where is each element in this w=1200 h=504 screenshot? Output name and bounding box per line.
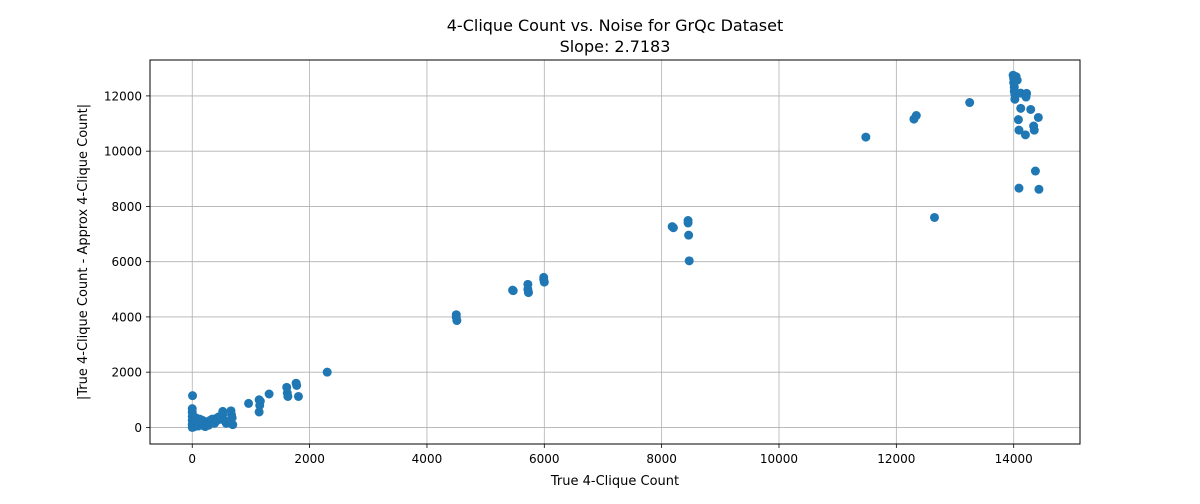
scatter-point <box>965 98 975 108</box>
x-tick-label: 14000 <box>995 452 1033 466</box>
scatter-point <box>911 111 921 121</box>
x-axis-ticks: 0 2000 4000 6000 8000 10000 12000 14000 <box>188 444 1033 466</box>
x-tick-label: 12000 <box>877 452 915 466</box>
scatter-point <box>452 316 462 326</box>
data-points <box>187 70 1044 432</box>
y-tick-label: 0 <box>134 421 142 435</box>
chart-title: 4-Clique Count vs. Noise for GrQc Datase… <box>447 16 783 35</box>
grid-lines <box>150 60 1080 444</box>
scatter-point <box>1034 184 1044 194</box>
scatter-point <box>539 277 549 287</box>
scatter-point <box>322 367 332 377</box>
scatter-point <box>228 420 238 430</box>
scatter-point <box>283 391 293 401</box>
y-tick-label: 4000 <box>111 310 142 324</box>
y-axis-label: |True 4-Clique Count - Approx 4-Clique C… <box>76 104 91 400</box>
x-tick-label: 4000 <box>412 452 443 466</box>
scatter-point <box>668 223 678 233</box>
scatter-point <box>508 286 518 296</box>
scatter-point <box>264 389 274 399</box>
scatter-point <box>187 404 197 414</box>
scatter-point <box>1014 183 1024 193</box>
scatter-point <box>244 398 254 408</box>
x-tick-label: 0 <box>188 452 196 466</box>
y-tick-label: 2000 <box>111 366 142 380</box>
scatter-point <box>1014 125 1024 135</box>
scatter-point <box>255 396 265 406</box>
scatter-point <box>1013 115 1023 125</box>
plot-frame <box>149 59 1081 445</box>
scatter-point <box>292 380 302 390</box>
x-tick-label: 10000 <box>760 452 798 466</box>
scatter-point <box>1026 104 1036 114</box>
scatter-point <box>254 407 264 417</box>
scatter-point <box>684 230 694 240</box>
y-tick-label: 12000 <box>104 89 142 103</box>
scatter-point <box>861 132 871 142</box>
scatter-point <box>1012 75 1022 85</box>
scatter-point <box>188 391 198 401</box>
y-tick-label: 8000 <box>111 200 142 214</box>
x-tick-label: 2000 <box>294 452 325 466</box>
scatter-point <box>293 391 303 401</box>
y-tick-label: 6000 <box>111 255 142 269</box>
scatter-point <box>1020 130 1030 140</box>
scatter-point <box>1033 112 1043 122</box>
scatter-point <box>1022 88 1032 98</box>
scatter-point <box>929 212 939 222</box>
scatter-point <box>684 256 694 266</box>
scatter-point <box>523 288 533 298</box>
scatter-point <box>1029 125 1039 135</box>
scatter-point <box>227 413 237 423</box>
x-tick-label: 8000 <box>646 452 677 466</box>
y-tick-label: 10000 <box>104 145 142 159</box>
x-tick-label: 6000 <box>529 452 560 466</box>
scatter-point <box>683 218 693 228</box>
chart-subtitle: Slope: 2.7183 <box>560 37 671 56</box>
x-axis-label: True 4-Clique Count <box>550 474 679 489</box>
scatter-point <box>1030 166 1040 176</box>
scatter-point <box>1016 103 1026 113</box>
y-axis-ticks: 0 2000 4000 6000 8000 10000 12000 <box>104 89 150 435</box>
